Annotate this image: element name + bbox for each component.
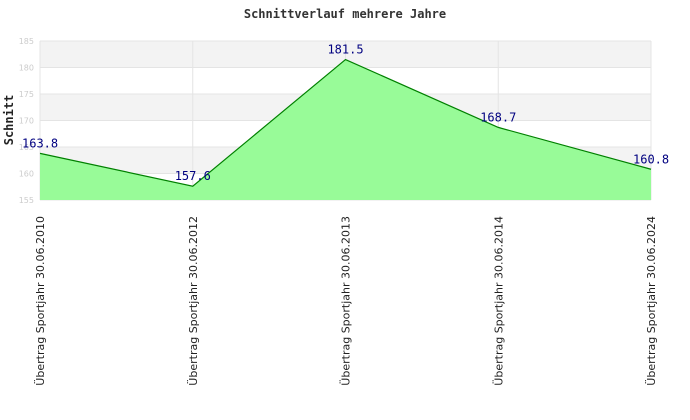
x-tick-label: Übertrag Sportjahr 30.06.2024 [645, 216, 658, 386]
x-tick-label: Übertrag Sportjahr 30.06.2012 [187, 216, 200, 386]
x-tick-label: Übertrag Sportjahr 30.06.2010 [34, 216, 47, 386]
x-tick-label: Übertrag Sportjahr 30.06.2014 [492, 216, 505, 386]
y-axis-ticks: 155 160 165 170 175 180 185 [19, 37, 34, 205]
x-axis-ticks: Übertrag Sportjahr 30.06.2010 Übertrag Sp… [34, 216, 658, 386]
data-label: 181.5 [327, 43, 363, 57]
y-tick-label: 155 [19, 196, 34, 205]
series-line [39, 58, 652, 187]
x-tick-label: Übertrag Sportjahr 30.06.2013 [340, 216, 353, 386]
data-label: 163.8 [22, 136, 58, 150]
y-tick-label: 170 [19, 117, 34, 126]
series-area [40, 59, 651, 200]
y-tick-label: 165 [19, 143, 34, 152]
chart-title: Schnittverlauf mehrere Jahre [244, 7, 446, 21]
y-tick-label: 180 [19, 64, 34, 73]
y-tick-label: 160 [19, 170, 34, 179]
y-axis-label: Schnitt [2, 95, 16, 146]
y-tick-label: 185 [19, 37, 34, 46]
data-label: 168.7 [480, 110, 516, 124]
data-label: 160.8 [633, 152, 669, 166]
data-label: 157.6 [175, 169, 211, 183]
y-tick-label: 175 [19, 90, 34, 99]
data-labels: 163.8 157.6 181.5 168.7 160.8 [22, 43, 669, 184]
